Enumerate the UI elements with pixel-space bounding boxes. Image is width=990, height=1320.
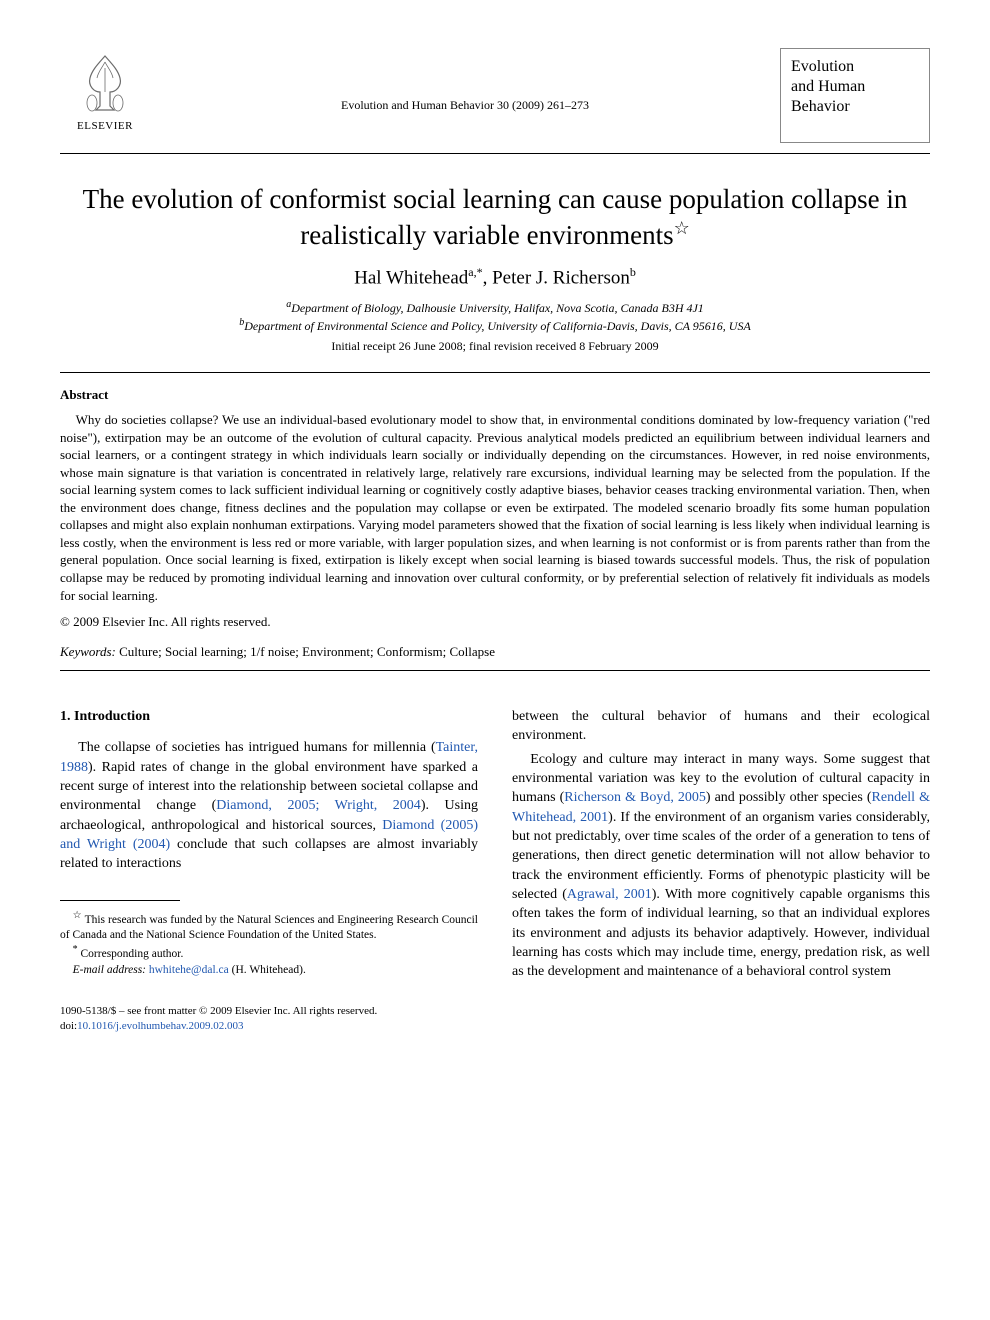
journal-cover-box: Evolution and Human Behavior bbox=[780, 48, 930, 143]
footnote-rule bbox=[60, 900, 180, 901]
affiliation-b: bDepartment of Environmental Science and… bbox=[60, 316, 930, 335]
journal-reference: Evolution and Human Behavior 30 (2009) 2… bbox=[150, 48, 780, 113]
cover-line: Behavior bbox=[791, 97, 919, 117]
email-link[interactable]: hwhitehe@dal.ca bbox=[149, 964, 229, 976]
title-text: The evolution of conformist social learn… bbox=[83, 184, 908, 250]
para-text: The collapse of societies has intrigued … bbox=[78, 740, 435, 755]
affil-text: Department of Environmental Science and … bbox=[244, 319, 751, 333]
author-separator: , bbox=[483, 268, 493, 289]
title-footnote-star-icon: ☆ bbox=[674, 218, 690, 238]
publisher-logo-block: ELSEVIER bbox=[60, 48, 150, 132]
body-paragraph: The collapse of societies has intrigued … bbox=[60, 738, 478, 873]
keywords-rule bbox=[60, 670, 930, 671]
keywords-line: Keywords: Culture; Social learning; 1/f … bbox=[60, 644, 930, 660]
footnote-star-icon: ☆ bbox=[73, 910, 82, 921]
email-footnote: E-mail address: hwhitehe@dal.ca (H. Whit… bbox=[60, 963, 478, 979]
right-column: between the cultural behavior of humans … bbox=[512, 707, 930, 1033]
cover-line: Evolution bbox=[791, 57, 919, 77]
elsevier-tree-icon bbox=[70, 48, 140, 118]
citation-link[interactable]: Diamond, 2005; Wright, 2004 bbox=[216, 798, 421, 813]
author-affil-sup: b bbox=[630, 265, 636, 279]
affiliation-a: aDepartment of Biology, Dalhousie Univer… bbox=[60, 298, 930, 317]
header-rule bbox=[60, 153, 930, 154]
left-column: 1. Introduction The collapse of societie… bbox=[60, 707, 478, 1033]
authors-line: Hal Whiteheada,*, Peter J. Richersonb bbox=[60, 265, 930, 289]
footnote-text: This research was funded by the Natural … bbox=[60, 913, 478, 941]
body-paragraph: Ecology and culture may interact in many… bbox=[512, 750, 930, 982]
article-title: The evolution of conformist social learn… bbox=[80, 182, 910, 253]
para-text: ) and possibly other species ( bbox=[706, 790, 872, 805]
abstract-top-rule bbox=[60, 372, 930, 373]
section-heading: 1. Introduction bbox=[60, 707, 478, 726]
cover-line: and Human bbox=[791, 77, 919, 97]
keywords-label: Keywords: bbox=[60, 644, 116, 659]
body-columns: 1. Introduction The collapse of societie… bbox=[60, 707, 930, 1033]
citation-link[interactable]: Richerson & Boyd, 2005 bbox=[564, 790, 706, 805]
abstract-heading: Abstract bbox=[60, 387, 930, 403]
doi-line: doi:10.1016/j.evolhumbehav.2009.02.003 bbox=[60, 1019, 478, 1033]
footnote-text: Corresponding author. bbox=[78, 948, 184, 960]
doi-link[interactable]: 10.1016/j.evolhumbehav.2009.02.003 bbox=[77, 1020, 243, 1032]
email-label: E-mail address: bbox=[73, 964, 149, 976]
bottom-meta: 1090-5138/$ – see front matter © 2009 El… bbox=[60, 1004, 478, 1033]
email-tail: (H. Whitehead). bbox=[229, 964, 306, 976]
author-affil-sup: a, bbox=[468, 265, 476, 279]
funding-footnote: ☆ This research was funded by the Natura… bbox=[60, 909, 478, 944]
body-paragraph: between the cultural behavior of humans … bbox=[512, 707, 930, 746]
keywords-text: Culture; Social learning; 1/f noise; Env… bbox=[116, 644, 495, 659]
publisher-label: ELSEVIER bbox=[77, 120, 133, 132]
receipt-dates: Initial receipt 26 June 2008; final revi… bbox=[60, 339, 930, 354]
author-name: Hal Whitehead bbox=[354, 268, 468, 289]
affil-text: Department of Biology, Dalhousie Univers… bbox=[291, 301, 704, 315]
front-matter-line: 1090-5138/$ – see front matter © 2009 El… bbox=[60, 1004, 478, 1018]
author-name: Peter J. Richerson bbox=[492, 268, 630, 289]
doi-label: doi: bbox=[60, 1020, 77, 1032]
citation-link[interactable]: Agrawal, 2001 bbox=[567, 887, 652, 902]
page-header: ELSEVIER Evolution and Human Behavior 30… bbox=[60, 48, 930, 143]
corresponding-footnote: * Corresponding author. bbox=[60, 943, 478, 962]
abstract-body: Why do societies collapse? We use an ind… bbox=[60, 411, 930, 604]
abstract-copyright: © 2009 Elsevier Inc. All rights reserved… bbox=[60, 614, 930, 630]
